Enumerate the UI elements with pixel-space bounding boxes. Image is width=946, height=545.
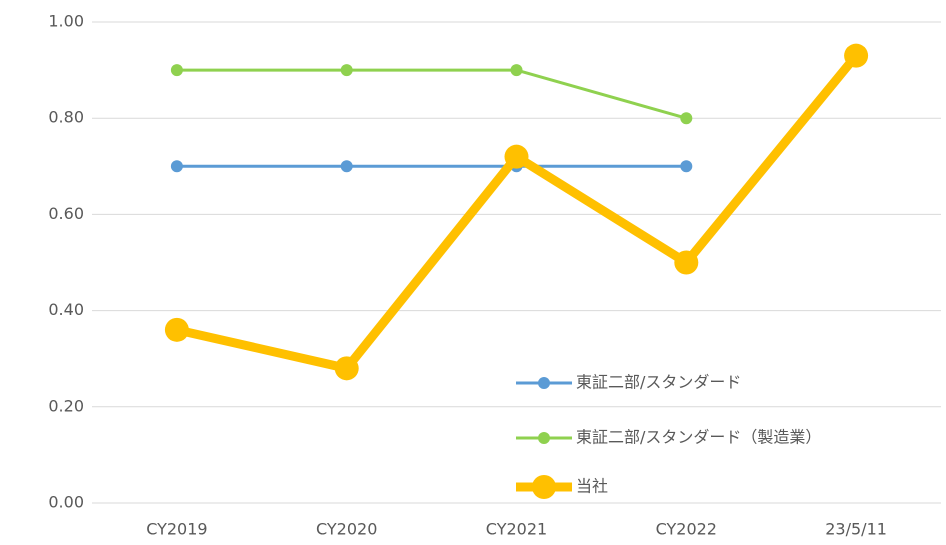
data-point	[164, 317, 189, 342]
legend-marker	[532, 475, 556, 499]
data-point	[170, 160, 183, 173]
data-point	[680, 160, 693, 173]
x-tick-label: CY2020	[316, 520, 377, 539]
y-tick-label: 0.20	[48, 396, 84, 415]
data-point	[510, 64, 523, 77]
series-line	[176, 68, 687, 120]
x-tick-label: CY2022	[656, 520, 717, 539]
y-tick-label: 0.00	[48, 493, 84, 512]
legend-label: 東証二部/スタンダード（製造業）	[576, 428, 821, 447]
legend-marker	[538, 377, 550, 389]
legend-marker	[538, 432, 550, 444]
data-point	[674, 250, 699, 275]
data-point	[504, 144, 529, 169]
series-line	[175, 52, 860, 373]
data-point	[844, 43, 869, 68]
y-tick-label: 1.00	[48, 12, 84, 31]
y-tick-label: 0.60	[48, 204, 84, 223]
data-point	[334, 356, 359, 381]
y-tick-label: 0.80	[48, 108, 84, 127]
data-point	[340, 64, 353, 77]
legend-label: 当社	[576, 477, 608, 496]
data-point	[170, 64, 183, 77]
x-tick-label: CY2019	[146, 520, 207, 539]
x-tick-label: 23/5/11	[825, 520, 887, 539]
x-tick-label: CY2021	[486, 520, 547, 539]
y-tick-label: 0.40	[48, 300, 84, 319]
data-point	[340, 160, 353, 173]
legend-label: 東証二部/スタンダード	[576, 373, 741, 392]
data-point	[680, 112, 693, 125]
